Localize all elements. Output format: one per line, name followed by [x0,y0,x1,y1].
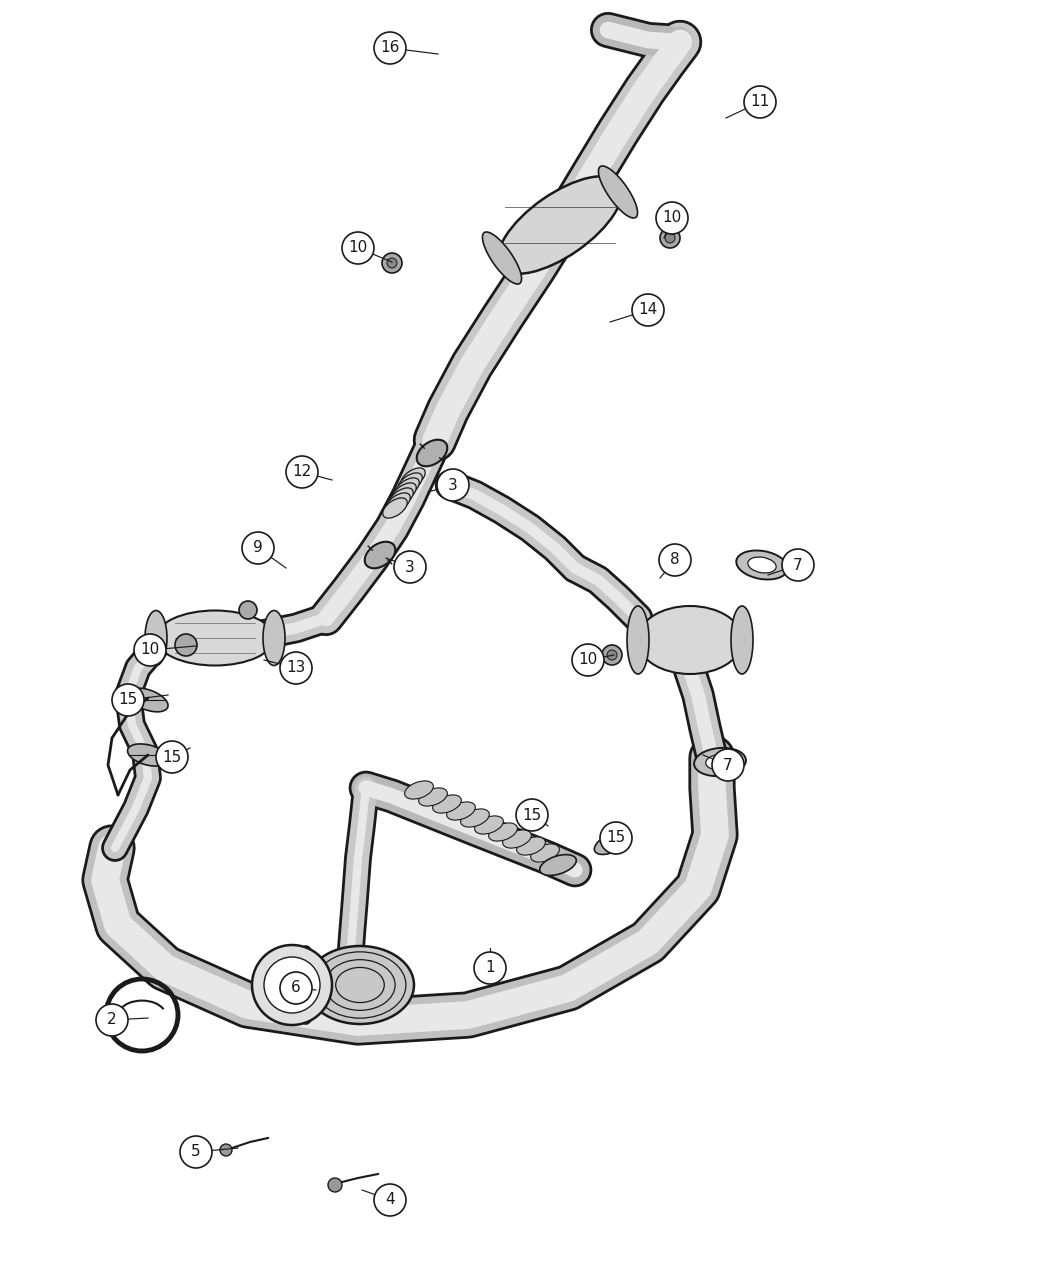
Text: 10: 10 [663,210,681,226]
Ellipse shape [530,844,560,862]
Ellipse shape [404,780,434,799]
Circle shape [112,683,144,717]
Text: 7: 7 [793,557,803,572]
Circle shape [437,469,469,501]
Text: 14: 14 [638,302,657,317]
Text: 8: 8 [670,552,679,567]
Ellipse shape [127,743,168,766]
Ellipse shape [383,499,407,518]
Circle shape [328,1178,342,1192]
Ellipse shape [262,611,285,666]
Text: 9: 9 [253,541,262,556]
Circle shape [394,551,426,583]
Text: 13: 13 [287,660,306,676]
Circle shape [602,645,622,666]
Ellipse shape [419,788,447,806]
Circle shape [665,233,675,244]
Circle shape [632,295,664,326]
Text: 3: 3 [448,478,458,492]
Circle shape [220,1144,232,1156]
Circle shape [175,634,197,657]
Ellipse shape [488,822,518,842]
Text: 15: 15 [523,807,542,822]
Circle shape [660,228,680,249]
Text: 15: 15 [119,692,138,708]
Circle shape [474,952,506,984]
Circle shape [656,201,688,235]
Circle shape [659,544,691,576]
Ellipse shape [398,473,422,493]
Circle shape [712,748,744,782]
Ellipse shape [482,232,522,284]
Circle shape [607,650,617,660]
Ellipse shape [388,488,414,509]
Circle shape [280,652,312,683]
Ellipse shape [503,830,531,848]
Ellipse shape [128,688,168,711]
Text: 16: 16 [380,41,400,56]
Ellipse shape [736,551,788,580]
Ellipse shape [694,748,746,776]
Text: 5: 5 [191,1145,201,1159]
Ellipse shape [385,493,411,513]
Ellipse shape [392,483,416,504]
Ellipse shape [446,802,476,820]
Ellipse shape [637,606,742,674]
Circle shape [600,822,632,854]
Circle shape [516,799,548,831]
Ellipse shape [540,854,576,876]
Text: 1: 1 [485,960,495,975]
Circle shape [264,958,320,1014]
Text: 10: 10 [141,643,160,658]
Ellipse shape [498,176,622,274]
Circle shape [744,85,776,119]
Ellipse shape [748,557,776,572]
Circle shape [286,456,318,488]
Ellipse shape [156,611,274,666]
Circle shape [156,741,188,773]
Circle shape [239,601,257,618]
Circle shape [134,634,166,666]
Ellipse shape [395,478,419,499]
Ellipse shape [475,816,503,834]
Circle shape [374,1184,406,1216]
Text: 15: 15 [607,830,626,845]
Text: 11: 11 [751,94,770,110]
Circle shape [382,252,402,273]
Text: 12: 12 [292,464,312,479]
Ellipse shape [294,946,318,1024]
Ellipse shape [433,794,461,813]
Circle shape [572,644,604,676]
Ellipse shape [401,468,425,488]
Ellipse shape [598,166,637,218]
Text: 3: 3 [405,560,415,575]
Text: 4: 4 [385,1192,395,1207]
Circle shape [342,232,374,264]
Circle shape [280,972,312,1003]
Circle shape [374,32,406,64]
Ellipse shape [461,808,489,827]
Circle shape [387,258,397,268]
Ellipse shape [706,755,734,770]
Ellipse shape [145,611,167,666]
Circle shape [252,945,332,1025]
Text: 2: 2 [107,1012,117,1028]
Ellipse shape [364,542,395,569]
Ellipse shape [731,606,753,674]
Circle shape [96,1003,128,1037]
Circle shape [242,532,274,564]
Ellipse shape [594,831,630,854]
Text: 10: 10 [579,653,597,668]
Ellipse shape [306,946,414,1024]
Circle shape [782,550,814,581]
Ellipse shape [627,606,649,674]
Text: 10: 10 [349,241,368,255]
Circle shape [180,1136,212,1168]
Text: 7: 7 [723,757,733,773]
Ellipse shape [517,836,545,856]
Text: 6: 6 [291,980,301,996]
Ellipse shape [417,440,447,467]
Text: 15: 15 [163,750,182,765]
